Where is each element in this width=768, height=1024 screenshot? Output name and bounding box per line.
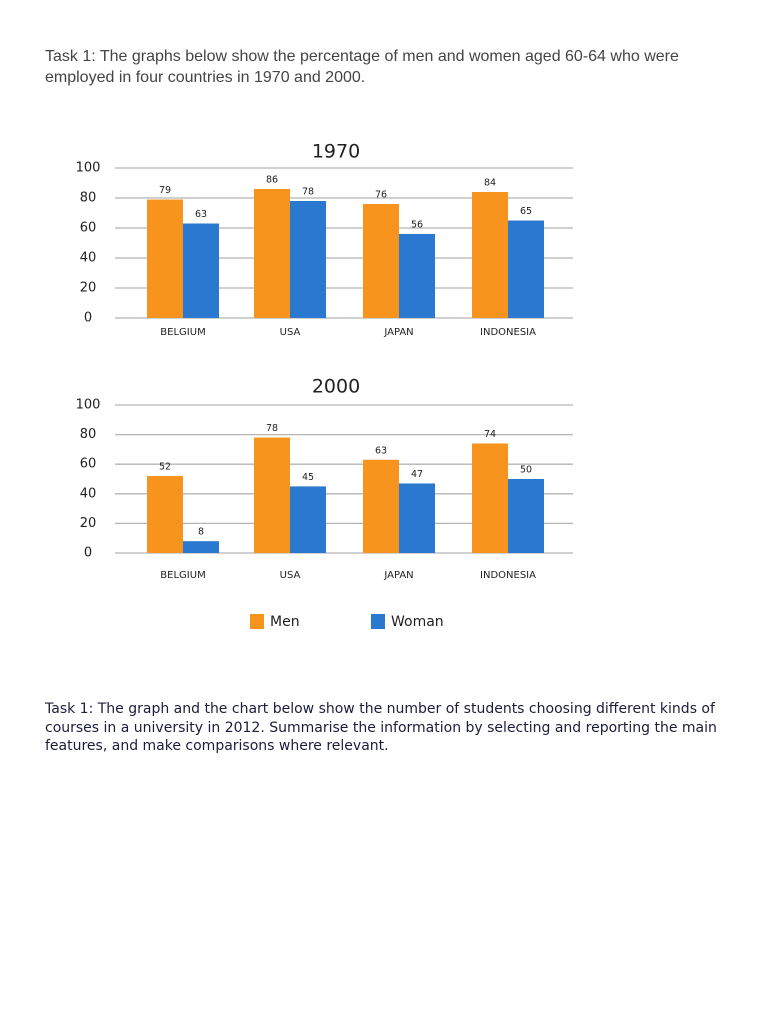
bar bbox=[254, 189, 290, 318]
value-label: 84 bbox=[484, 178, 496, 189]
value-label: 8 bbox=[198, 527, 204, 538]
y-tick-label: 40 bbox=[80, 486, 97, 501]
bar bbox=[147, 476, 183, 553]
chart-title: 1970 bbox=[312, 141, 360, 163]
bar bbox=[183, 541, 219, 553]
bar bbox=[290, 486, 326, 553]
bar bbox=[147, 199, 183, 318]
legend-label: Woman bbox=[391, 614, 444, 630]
bar bbox=[472, 443, 508, 553]
value-label: 50 bbox=[520, 465, 532, 476]
y-tick-label: 20 bbox=[80, 281, 97, 296]
y-tick-label: 80 bbox=[80, 191, 97, 206]
y-tick-label: 0 bbox=[84, 546, 92, 561]
y-tick-label: 100 bbox=[76, 398, 101, 413]
value-label: 52 bbox=[159, 462, 171, 473]
charts: 1970020406080100BELGIUM7963USA8678JAPAN7… bbox=[76, 141, 573, 630]
value-label: 79 bbox=[159, 185, 171, 196]
y-tick-label: 80 bbox=[80, 427, 97, 442]
value-label: 65 bbox=[520, 206, 532, 217]
x-tick-label: BELGIUM bbox=[160, 570, 205, 581]
legend-swatch bbox=[250, 614, 264, 629]
bar bbox=[183, 223, 219, 318]
value-label: 74 bbox=[484, 429, 496, 440]
x-tick-label: BELGIUM bbox=[160, 327, 205, 338]
bar bbox=[399, 483, 435, 553]
x-tick-label: INDONESIA bbox=[480, 327, 536, 338]
y-tick-label: 60 bbox=[80, 457, 97, 472]
y-tick-label: 60 bbox=[80, 221, 97, 236]
y-tick-label: 40 bbox=[80, 251, 97, 266]
value-label: 78 bbox=[266, 423, 278, 434]
legend-label: Men bbox=[270, 614, 300, 630]
bar bbox=[363, 459, 399, 553]
x-tick-label: USA bbox=[280, 327, 301, 338]
value-label: 56 bbox=[411, 220, 423, 231]
bar bbox=[399, 234, 435, 318]
value-label: 63 bbox=[375, 445, 387, 456]
y-tick-label: 100 bbox=[76, 161, 101, 176]
bar bbox=[508, 479, 544, 553]
x-tick-label: USA bbox=[280, 570, 301, 581]
x-tick-label: INDONESIA bbox=[480, 570, 536, 581]
bar bbox=[472, 192, 508, 318]
x-tick-label: JAPAN bbox=[383, 570, 413, 581]
paragraph: Task 1: The graphs below show the percen… bbox=[45, 48, 679, 86]
bar bbox=[508, 220, 544, 318]
paragraph: Task 1: The graph and the chart below sh… bbox=[45, 701, 717, 754]
value-label: 47 bbox=[411, 469, 423, 480]
bar bbox=[290, 201, 326, 318]
bar bbox=[363, 204, 399, 318]
chart-title: 2000 bbox=[312, 376, 360, 398]
legend-swatch bbox=[371, 614, 385, 629]
x-tick-label: JAPAN bbox=[383, 327, 413, 338]
bar bbox=[254, 437, 290, 553]
value-label: 45 bbox=[302, 472, 314, 483]
value-label: 63 bbox=[195, 209, 207, 220]
y-tick-label: 0 bbox=[84, 311, 92, 326]
value-label: 76 bbox=[375, 190, 387, 201]
value-label: 86 bbox=[266, 175, 278, 186]
y-tick-label: 20 bbox=[80, 516, 97, 531]
value-label: 78 bbox=[302, 187, 314, 198]
